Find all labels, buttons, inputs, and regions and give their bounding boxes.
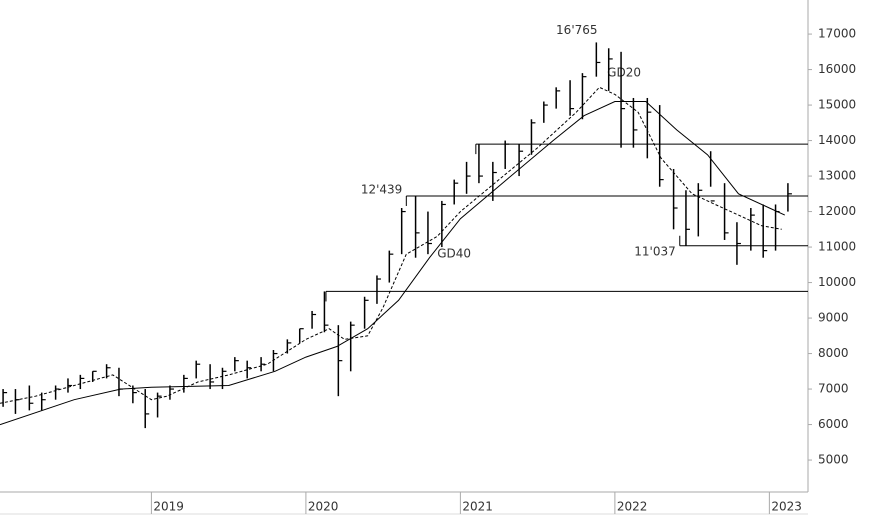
y-tick-label: 14000 xyxy=(818,133,856,147)
y-tick-label: 11000 xyxy=(818,240,856,254)
y-tick-label: 6000 xyxy=(818,417,849,431)
y-tick-label: 8000 xyxy=(818,346,849,360)
moving-average xyxy=(0,101,786,426)
x-tick-label: 2021 xyxy=(462,500,493,514)
x-tick-label: 2023 xyxy=(771,500,802,514)
series-label: GD20 xyxy=(607,66,641,80)
y-tick-label: 16000 xyxy=(818,62,856,76)
level-label: 12'439 xyxy=(361,182,402,196)
y-tick-label: 7000 xyxy=(818,382,849,396)
y-tick-label: 10000 xyxy=(818,275,856,289)
peak-label: 16'765 xyxy=(556,23,597,37)
x-tick-label: 2019 xyxy=(153,500,184,514)
y-tick-label: 15000 xyxy=(818,98,856,112)
y-tick-label: 5000 xyxy=(818,453,849,467)
x-tick-label: 2022 xyxy=(617,500,648,514)
y-tick-label: 13000 xyxy=(818,169,856,183)
y-tick-label: 17000 xyxy=(818,27,856,41)
moving-average xyxy=(0,86,782,404)
y-tick-label: 12000 xyxy=(818,204,856,218)
x-tick-label: 2020 xyxy=(308,500,339,514)
y-tick-label: 9000 xyxy=(818,311,849,325)
series-label: GD40 xyxy=(437,247,471,261)
level-label: 11'037 xyxy=(634,244,675,258)
